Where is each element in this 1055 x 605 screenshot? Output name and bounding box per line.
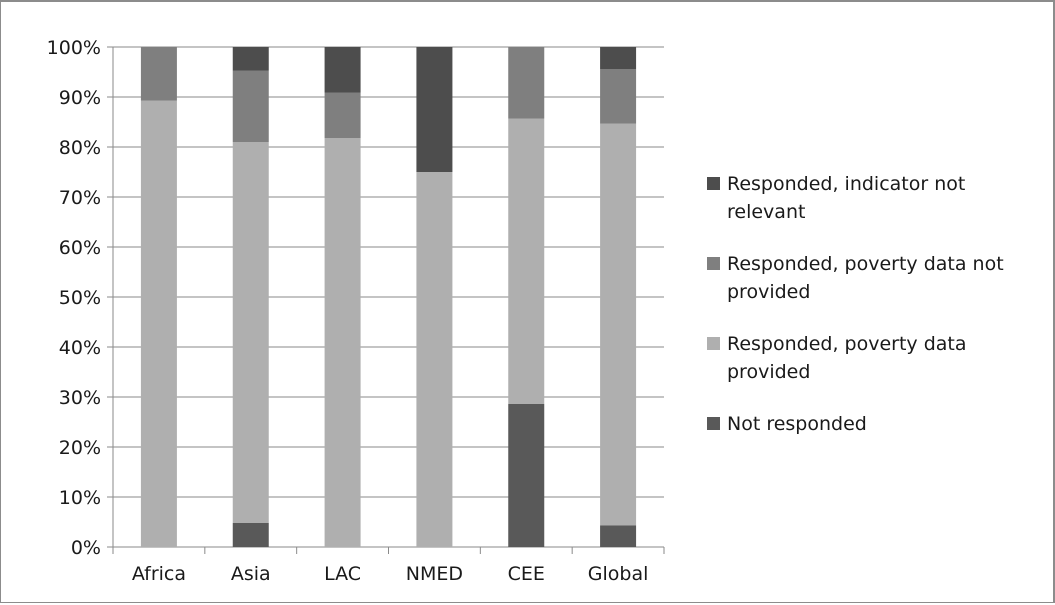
x-tick-label: LAC (324, 563, 361, 585)
bar-segment[interactable] (600, 47, 637, 69)
bar-segment[interactable] (324, 138, 361, 547)
legend-swatch (707, 417, 720, 430)
bar-segment[interactable] (508, 404, 545, 547)
bar-segment[interactable] (232, 142, 269, 523)
legend-swatch (707, 257, 720, 270)
y-tick-label: 40% (59, 337, 101, 359)
y-tick-label: 10% (59, 487, 101, 509)
y-tick-label: 70% (59, 187, 101, 209)
y-tick-label: 60% (59, 237, 101, 259)
y-tick-label: 90% (59, 87, 101, 109)
y-tick-label: 30% (59, 387, 101, 409)
bar-segment[interactable] (232, 523, 269, 547)
y-tick-label: 100% (47, 37, 101, 59)
y-tick-label: 0% (71, 537, 101, 559)
x-tick-label: NMED (406, 563, 463, 585)
y-tick-label: 80% (59, 137, 101, 159)
bar-segment[interactable] (600, 525, 637, 548)
bar-segment[interactable] (324, 47, 361, 93)
x-tick-label: Asia (231, 563, 271, 585)
legend-label: Responded, indicator not relevant (727, 173, 965, 223)
bar-segment[interactable] (600, 123, 637, 526)
legend-label: Responded, poverty data not provided (727, 253, 1004, 303)
bar-segment[interactable] (232, 47, 269, 71)
bar-segment[interactable] (508, 118, 545, 405)
bar-segment[interactable] (232, 70, 269, 143)
bar-segment[interactable] (416, 172, 453, 547)
bar-segment[interactable] (140, 47, 177, 101)
y-tick-label: 20% (59, 437, 101, 459)
y-tick-label: 50% (59, 287, 101, 309)
bar-segment[interactable] (600, 69, 637, 124)
bar-segment[interactable] (140, 100, 177, 548)
legend-label: Responded, poverty data provided (727, 333, 967, 383)
legend-swatch (707, 337, 720, 350)
bar-segment[interactable] (324, 92, 361, 139)
legend-label: Not responded (727, 413, 867, 435)
legend-swatch (707, 177, 720, 190)
x-tick-label: Africa (132, 563, 186, 585)
x-tick-label: CEE (508, 563, 545, 585)
bar-segment[interactable] (416, 47, 453, 172)
bar-segment[interactable] (508, 47, 545, 119)
x-tick-label: Global (588, 563, 649, 585)
